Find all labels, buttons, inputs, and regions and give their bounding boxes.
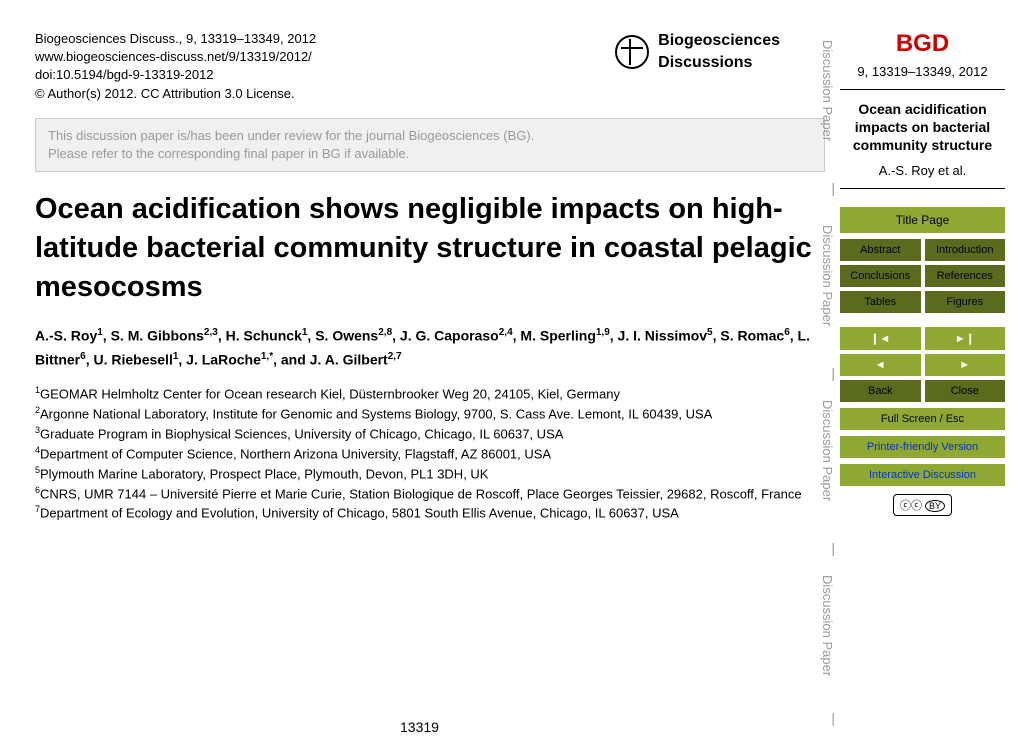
divider-2: | bbox=[831, 365, 835, 381]
back-button[interactable]: Back bbox=[840, 380, 921, 402]
divider-4: | bbox=[831, 710, 835, 726]
figures-button[interactable]: Figures bbox=[925, 291, 1006, 313]
abstract-button[interactable]: Abstract bbox=[840, 239, 921, 261]
conclusions-button[interactable]: Conclusions bbox=[840, 265, 921, 287]
divider-3: | bbox=[831, 540, 835, 556]
notice-line-1: This discussion paper is/has been under … bbox=[48, 127, 812, 145]
journal-abbrev: BGD bbox=[840, 30, 1005, 58]
divider-mid bbox=[840, 188, 1005, 189]
fullscreen-button[interactable]: Full Screen / Esc bbox=[840, 408, 1005, 430]
last-page-button[interactable]: ►❙ bbox=[925, 327, 1006, 350]
cc-icon: ⓒⓒ bbox=[900, 500, 922, 512]
title-page-button[interactable]: Title Page bbox=[840, 207, 1005, 233]
citation-block: Biogeosciences Discuss., 9, 13319–13349,… bbox=[35, 30, 825, 103]
side-label-4: Discussion Paper bbox=[820, 575, 835, 676]
interactive-discussion-button[interactable]: Interactive Discussion bbox=[840, 464, 1005, 486]
journal-logo: Biogeosciences Discussions bbox=[615, 30, 780, 75]
sidebar: BGD 9, 13319–13349, 2012 Ocean acidifica… bbox=[840, 30, 1005, 516]
author-list: A.-S. Roy1, S. M. Gibbons2,3, H. Schunck… bbox=[35, 324, 825, 373]
copyright-line: © Author(s) 2012. CC Attribution 3.0 Lic… bbox=[35, 85, 825, 103]
page-number: 13319 bbox=[400, 719, 439, 735]
first-page-button[interactable]: ❙◄ bbox=[840, 327, 921, 350]
sidebar-short-title: Ocean acidification impacts on bacterial… bbox=[840, 100, 1005, 155]
journal-name-1: Biogeosciences bbox=[658, 32, 780, 49]
globe-icon bbox=[615, 35, 649, 69]
divider-top bbox=[840, 89, 1005, 90]
affiliations: 1GEOMAR Helmholtz Center for Ocean resea… bbox=[35, 384, 825, 523]
divider-1: | bbox=[831, 180, 835, 196]
notice-line-2: Please refer to the corresponding final … bbox=[48, 145, 812, 163]
journal-name-2: Discussions bbox=[658, 54, 752, 71]
volume-info: 9, 13319–13349, 2012 bbox=[840, 64, 1005, 79]
side-label-3: Discussion Paper bbox=[820, 400, 835, 501]
side-label-1: Discussion Paper bbox=[820, 40, 835, 141]
close-button[interactable]: Close bbox=[925, 380, 1006, 402]
next-page-button[interactable]: ► bbox=[925, 354, 1006, 376]
side-label-2: Discussion Paper bbox=[820, 225, 835, 326]
review-notice: This discussion paper is/has been under … bbox=[35, 118, 825, 172]
references-button[interactable]: References bbox=[925, 265, 1006, 287]
sidebar-authors: A.-S. Roy et al. bbox=[840, 163, 1005, 178]
paper-title: Ocean acidification shows negligible imp… bbox=[35, 190, 825, 307]
cc-license-badge: ⓒⓒ BY bbox=[840, 494, 1005, 516]
printer-version-button[interactable]: Printer-friendly Version bbox=[840, 436, 1005, 458]
introduction-button[interactable]: Introduction bbox=[925, 239, 1006, 261]
tables-button[interactable]: Tables bbox=[840, 291, 921, 313]
by-icon: BY bbox=[925, 500, 945, 512]
prev-page-button[interactable]: ◄ bbox=[840, 354, 921, 376]
